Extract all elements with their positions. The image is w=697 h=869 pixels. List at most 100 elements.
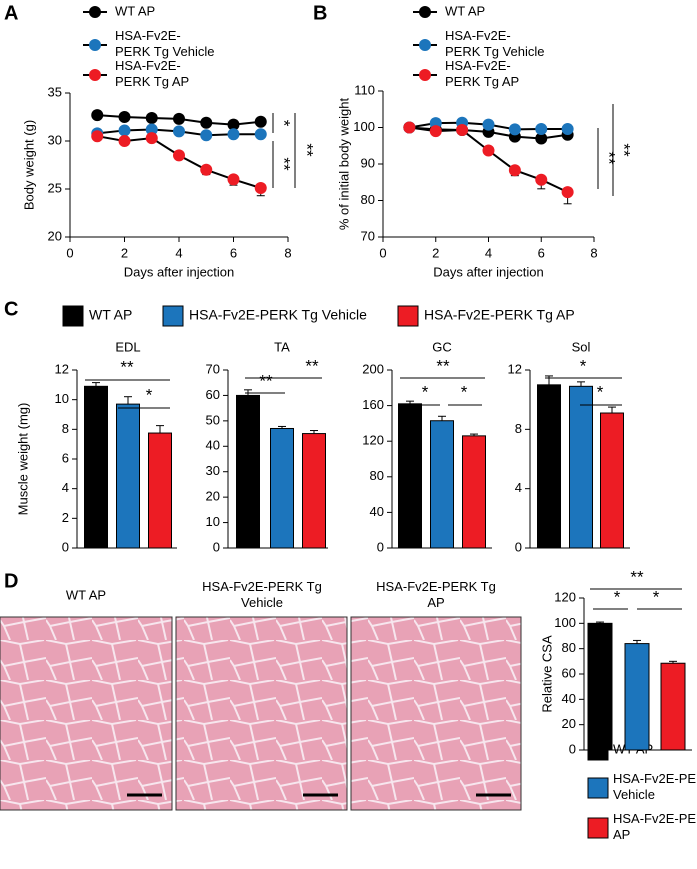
y-tick-label: 50 bbox=[206, 412, 220, 427]
y-tick-label: 4 bbox=[515, 480, 522, 495]
x-tick-label: 8 bbox=[590, 245, 597, 260]
point bbox=[482, 118, 495, 131]
point bbox=[91, 130, 104, 143]
image-title: HSA-Fv2E-PERK Tg Vehicle bbox=[202, 580, 322, 611]
point bbox=[200, 163, 213, 176]
significance-label: ** bbox=[600, 151, 619, 165]
y-tick-label: 100 bbox=[554, 615, 576, 630]
legend-swatch bbox=[587, 817, 609, 839]
point bbox=[173, 125, 185, 138]
x-tick-label: 2 bbox=[121, 245, 128, 260]
panel-label: A bbox=[4, 2, 18, 24]
bar bbox=[537, 384, 561, 549]
point bbox=[535, 132, 548, 145]
significance-label: ** bbox=[305, 356, 319, 375]
significance-label: * bbox=[653, 587, 660, 606]
y-tick-label: 20 bbox=[562, 716, 576, 731]
x-tick-label: 8 bbox=[284, 245, 291, 260]
legend-label: HSA-Fv2E-PERK Tg AP bbox=[445, 59, 519, 90]
point bbox=[254, 182, 267, 195]
significance-label: ** bbox=[436, 356, 450, 375]
x-axis-label: Days after injection bbox=[433, 264, 544, 279]
point bbox=[535, 173, 548, 186]
y-tick-label: 80 bbox=[562, 640, 576, 655]
y-tick-label: 30 bbox=[48, 132, 62, 147]
point bbox=[561, 186, 574, 199]
point bbox=[118, 124, 131, 137]
significance-label: * bbox=[422, 382, 429, 401]
y-tick-label: 25 bbox=[48, 180, 62, 195]
x-tick-label: 0 bbox=[379, 245, 386, 260]
y-tick-label: 0 bbox=[377, 539, 384, 554]
significance-label: * bbox=[275, 120, 294, 127]
y-tick-label: 0 bbox=[62, 539, 69, 554]
point bbox=[227, 118, 240, 131]
panel-label: C bbox=[4, 298, 18, 320]
x-tick-label: 0 bbox=[66, 245, 73, 260]
point bbox=[508, 164, 521, 177]
y-tick-label: 8 bbox=[515, 421, 522, 436]
legend-swatch bbox=[162, 305, 184, 327]
image-title: WT AP bbox=[66, 587, 106, 602]
point bbox=[173, 112, 185, 125]
panel-title: Sol bbox=[572, 339, 591, 354]
y-axis-label: Relative CSA bbox=[539, 635, 554, 713]
point bbox=[91, 109, 104, 122]
y-tick-label: 6 bbox=[62, 450, 69, 465]
legend-marker bbox=[89, 6, 101, 18]
y-tick-label: 120 bbox=[554, 589, 576, 604]
y-tick-label: 60 bbox=[562, 665, 576, 680]
histology-images bbox=[0, 616, 522, 811]
significance-label: * bbox=[580, 356, 587, 375]
legend-marker bbox=[419, 6, 431, 18]
legend-marker bbox=[419, 39, 431, 51]
y-tick-label: 40 bbox=[370, 504, 384, 519]
significance-label: * bbox=[614, 587, 621, 606]
point bbox=[429, 125, 442, 138]
point bbox=[200, 116, 213, 129]
bar bbox=[430, 420, 454, 549]
point bbox=[482, 144, 495, 157]
legend-marker bbox=[89, 39, 101, 51]
image-title: HSA-Fv2E-PERK Tg AP bbox=[376, 580, 496, 611]
point bbox=[403, 121, 416, 134]
x-tick-label: 6 bbox=[230, 245, 237, 260]
legend-swatch bbox=[397, 305, 419, 327]
y-tick-label: 120 bbox=[362, 433, 384, 448]
panel-label: B bbox=[313, 2, 327, 24]
bar bbox=[236, 394, 260, 549]
y-tick-label: 60 bbox=[206, 387, 220, 402]
bar bbox=[302, 433, 326, 549]
panel-title: GC bbox=[432, 339, 452, 354]
y-tick-label: 8 bbox=[62, 421, 69, 436]
y-tick-label: 90 bbox=[361, 155, 375, 170]
panel-title: TA bbox=[274, 339, 290, 354]
legend-label: WT AP bbox=[89, 307, 132, 323]
bar bbox=[270, 427, 294, 549]
bar bbox=[660, 662, 686, 751]
point bbox=[254, 115, 267, 128]
legend-label: HSA-Fv2E-PERK Tg AP bbox=[115, 59, 189, 90]
legend-label: WT AP bbox=[445, 3, 485, 18]
y-tick-label: 10 bbox=[55, 391, 69, 406]
significance-label: ** bbox=[298, 143, 317, 157]
legend-label: HSA-Fv2E-PERK Tg AP bbox=[424, 307, 575, 323]
bar bbox=[148, 432, 172, 549]
legend-label: HSA-Fv2E-PERK Tg Vehicle bbox=[445, 29, 544, 60]
y-tick-label: 20 bbox=[206, 489, 220, 504]
significance-label: ** bbox=[630, 567, 644, 586]
y-tick-label: 35 bbox=[48, 84, 62, 99]
y-tick-label: 40 bbox=[206, 438, 220, 453]
legend-swatch bbox=[62, 305, 84, 327]
x-tick-label: 4 bbox=[175, 245, 182, 260]
legend-label: WT AP bbox=[115, 3, 155, 18]
significance-label: ** bbox=[120, 357, 134, 376]
y-tick-label: 0 bbox=[569, 741, 576, 756]
y-tick-label: 0 bbox=[213, 539, 220, 554]
y-tick-label: 160 bbox=[362, 397, 384, 412]
point bbox=[508, 123, 521, 136]
point bbox=[561, 122, 574, 135]
x-tick-label: 4 bbox=[485, 245, 492, 260]
